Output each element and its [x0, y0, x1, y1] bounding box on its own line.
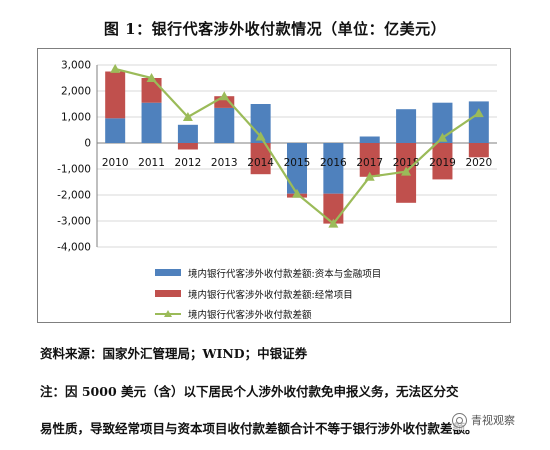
bar-current — [177, 143, 198, 150]
legend-swatch-current — [155, 290, 181, 297]
bar-current — [214, 96, 235, 108]
watermark-text: 青视观察 — [471, 414, 515, 427]
point-total — [401, 166, 412, 176]
legend-label-current: 境内银行代客涉外收付款差额:经常项目 — [188, 289, 353, 301]
x-tick-label: 2014 — [247, 157, 274, 169]
x-tick-label: 2011 — [138, 157, 165, 169]
x-tick-label: 2015 — [284, 157, 311, 169]
bar-capital — [359, 136, 380, 143]
point-total — [182, 112, 193, 121]
bar-current — [250, 143, 271, 175]
source-note: 资料来源：国家外汇管理局；WIND；中银证券 — [40, 346, 308, 361]
x-tick-label: 2016 — [320, 157, 347, 169]
point-total — [292, 188, 302, 198]
bar-capital — [287, 143, 307, 194]
x-tick-label: 2019 — [429, 157, 456, 169]
bar-capital — [396, 109, 417, 143]
point-total — [255, 131, 266, 141]
bar-capital — [323, 143, 344, 194]
point-total — [473, 108, 484, 118]
bar-current — [105, 71, 126, 119]
bar-current — [359, 143, 380, 177]
watermark: 青视观察 — [452, 410, 544, 430]
point-total — [110, 63, 121, 73]
x-tick-label: 2013 — [211, 157, 238, 169]
bar-current — [468, 143, 489, 158]
legend-marker-total — [164, 310, 172, 317]
bar-capital — [250, 104, 271, 143]
legend-label-capital: 境内银行代客涉外收付款差额:资本与金融项目 — [188, 268, 381, 280]
footnote-line-1: 注：因 5000 美元（含）以下居民个人涉外收付款免申报义务，无法区分交 — [40, 384, 459, 399]
bar-capital — [468, 101, 489, 143]
bar-current — [432, 143, 453, 180]
y-tick-label: -3,000 — [57, 216, 91, 228]
x-tick-label: 2017 — [356, 157, 383, 169]
y-tick-label: 1,000 — [61, 112, 91, 124]
point-total — [328, 218, 339, 228]
legend-swatch-capital — [155, 269, 181, 276]
bar-capital — [214, 107, 235, 143]
bar-capital — [141, 102, 162, 143]
point-total — [437, 132, 448, 142]
point-total — [219, 91, 230, 101]
x-tick-label: 2010 — [102, 157, 129, 169]
bar-capital — [177, 124, 198, 143]
wechat-icon — [452, 412, 467, 428]
chart-title: 图 1：银行代客涉外收付款情况（单位：亿美元） — [103, 20, 447, 38]
legend-label-total: 境内银行代客涉外收付款差额 — [188, 309, 312, 321]
bar-capital — [105, 118, 126, 143]
y-tick-label: -2,000 — [57, 190, 91, 202]
x-tick-label: 2020 — [465, 157, 492, 169]
y-tick-label: -1,000 — [57, 164, 91, 176]
point-total — [146, 73, 157, 82]
y-tick-label: 3,000 — [61, 60, 91, 72]
y-tick-label: 2,000 — [61, 86, 91, 98]
y-tick-label: 0 — [84, 138, 91, 150]
bar-capital — [432, 102, 453, 143]
y-tick-label: -4,000 — [57, 242, 91, 254]
point-total — [364, 171, 375, 181]
x-tick-label: 2012 — [175, 157, 202, 169]
footnote-line-2: 易性质，导致经常项目与资本项目收付款差额合计不等于银行涉外收付款差额。 — [40, 421, 478, 436]
